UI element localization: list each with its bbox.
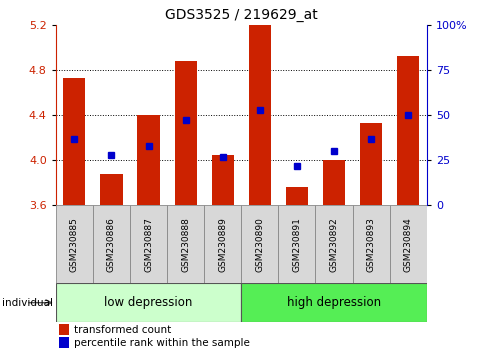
Text: GSM230886: GSM230886	[106, 217, 116, 272]
Text: GSM230894: GSM230894	[403, 217, 412, 272]
Text: GSM230891: GSM230891	[292, 217, 301, 272]
Text: GSM230890: GSM230890	[255, 217, 264, 272]
Bar	[211, 155, 233, 205]
Bar	[93, 205, 130, 283]
Title: GDS3525 / 219629_at: GDS3525 / 219629_at	[165, 8, 317, 22]
Bar	[278, 205, 315, 283]
Bar	[359, 123, 381, 205]
Bar	[60, 324, 69, 335]
Text: GSM230885: GSM230885	[70, 217, 79, 272]
Bar	[137, 115, 159, 205]
Bar	[63, 78, 85, 205]
Bar	[315, 205, 352, 283]
Bar	[322, 160, 345, 205]
Text: GSM230888: GSM230888	[181, 217, 190, 272]
Bar	[60, 337, 69, 348]
Bar	[166, 205, 204, 283]
Bar	[248, 25, 271, 205]
Text: GSM230892: GSM230892	[329, 217, 338, 272]
Bar	[285, 187, 307, 205]
Bar	[241, 205, 278, 283]
Bar	[389, 205, 426, 283]
Text: high depression: high depression	[287, 296, 380, 309]
Text: GSM230889: GSM230889	[218, 217, 227, 272]
Bar	[204, 205, 241, 283]
Bar	[130, 205, 166, 283]
Text: GSM230887: GSM230887	[144, 217, 153, 272]
Text: transformed count: transformed count	[74, 325, 170, 335]
Bar	[396, 56, 419, 205]
Bar	[174, 61, 197, 205]
Text: percentile rank within the sample: percentile rank within the sample	[74, 338, 249, 348]
Bar	[100, 174, 122, 205]
Text: individual: individual	[2, 298, 53, 308]
Bar	[56, 283, 241, 322]
Text: GSM230893: GSM230893	[366, 217, 375, 272]
Bar	[241, 283, 426, 322]
Text: low depression: low depression	[104, 296, 192, 309]
Bar	[352, 205, 389, 283]
Bar	[56, 205, 93, 283]
